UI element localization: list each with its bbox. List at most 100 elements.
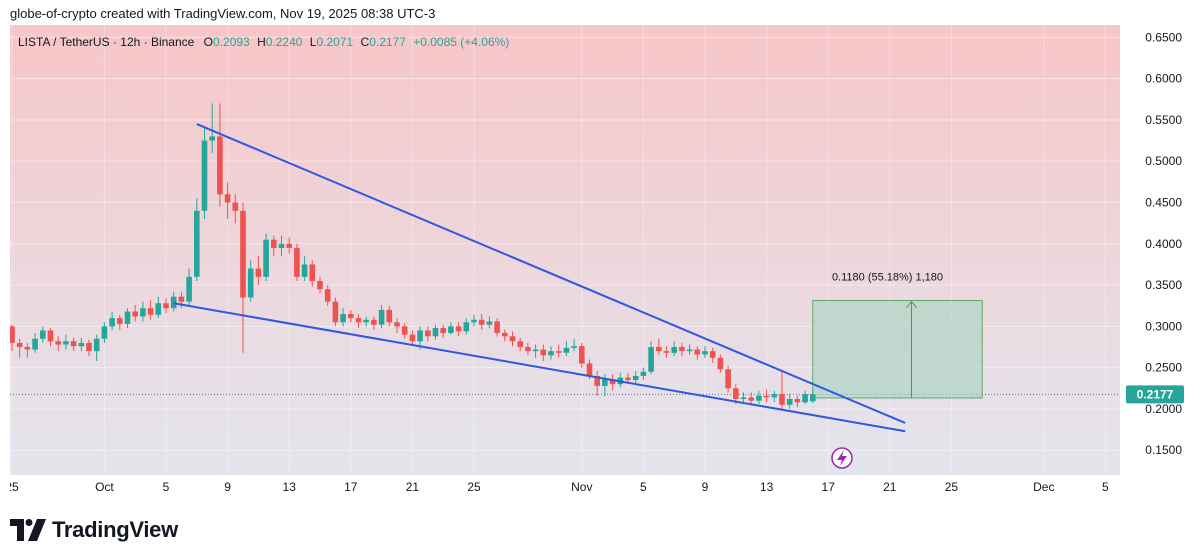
candle-body (194, 210, 200, 277)
candle-body (525, 347, 531, 352)
candle-body (494, 321, 500, 333)
y-tick-label: 0.6000 (1145, 72, 1182, 86)
candle-body (679, 347, 685, 352)
candle-body (455, 326, 462, 332)
x-tick-label: Oct (95, 480, 114, 494)
candle-body (794, 399, 801, 403)
candle-body (463, 322, 470, 332)
candle-body (656, 347, 662, 352)
y-tick-label: 0.2500 (1145, 361, 1182, 375)
candle-body (625, 377, 631, 381)
y-tick-label: 0.5000 (1145, 154, 1182, 168)
candle-body (309, 264, 316, 281)
candle-body (571, 346, 577, 348)
candle-body (40, 330, 46, 339)
lightning-icon[interactable] (831, 447, 853, 469)
y-tick-label: 0.6500 (1145, 30, 1182, 44)
candle-body (278, 243, 285, 248)
candle-body (332, 301, 339, 323)
candle-body (163, 303, 169, 309)
candle-body (779, 394, 785, 405)
legend-high: 0.2240 (266, 35, 303, 49)
legend: LISTA / TetherUS · 12h · Binance O0.2093… (18, 35, 509, 49)
candle-body (348, 313, 354, 319)
candle-body (640, 371, 647, 376)
candle-body (417, 330, 423, 342)
candle-body (9, 326, 15, 343)
candle-body (55, 341, 61, 345)
candle-body (394, 322, 400, 327)
candle-body (117, 318, 123, 324)
time-axis[interactable]: 25 Oct 5 9 13 17 21 25 Nov 5 9 13 17 21 25 Dec 5 (5, 480, 1109, 494)
candle-body (648, 347, 654, 372)
candle-body (263, 239, 269, 277)
y-tick-label: 0.2000 (1145, 402, 1182, 416)
candle-body (16, 342, 23, 348)
last-price-tag: 0.2177 (1126, 385, 1184, 404)
candle-body (548, 351, 554, 356)
candle-body (432, 328, 439, 337)
candle-body (109, 318, 115, 327)
candle-body (632, 375, 639, 381)
candle-body (101, 326, 108, 339)
x-tick-label: 13 (283, 480, 297, 494)
trendlines[interactable] (173, 123, 906, 433)
candle-body (386, 309, 393, 323)
x-tick-label: 25 (945, 480, 959, 494)
candle-body (255, 268, 262, 277)
candle-body (702, 351, 708, 355)
candle-body (609, 379, 616, 385)
candle-body (686, 349, 693, 352)
plot-background (10, 25, 1120, 475)
tradingview-logo[interactable]: TradingView (10, 515, 178, 545)
x-tick-label: 25 (467, 480, 481, 494)
attribution-header: globe-of-crypto created with TradingView… (10, 6, 436, 21)
x-tick-label: 9 (702, 480, 709, 494)
x-tick-label: 21 (406, 480, 420, 494)
candle-body (247, 268, 254, 298)
candle-body (132, 311, 138, 317)
candle-body (478, 319, 485, 325)
candle-body (324, 289, 331, 302)
candle-body (224, 194, 231, 203)
x-tick-label: 9 (224, 480, 231, 494)
candle-body (217, 136, 223, 195)
candle-body (602, 379, 608, 386)
chart-container[interactable]: 0.6500 0.6000 0.5500 0.5000 0.4500 0.4000 0.35… (5, 25, 1190, 498)
trendline (173, 302, 906, 433)
candle-body (140, 308, 146, 317)
candle-body (725, 369, 731, 389)
tradingview-logo-icon (10, 519, 46, 541)
price-axis[interactable]: 0.6500 0.6000 0.5500 0.5000 0.4500 0.4000 0.35… (1145, 30, 1182, 457)
x-tick-label: 17 (344, 480, 358, 494)
axis-background (1120, 25, 1190, 498)
candle-body (555, 351, 562, 353)
candle-body (201, 140, 208, 211)
y-tick-label: 0.4500 (1145, 196, 1182, 210)
candlestick-chart[interactable]: 0.6500 0.6000 0.5500 0.5000 0.4500 0.4000 0.35… (5, 25, 1190, 498)
candle-body (232, 202, 239, 211)
candle-body (47, 330, 54, 342)
last-price-tag-box (1126, 385, 1184, 404)
candle-body (363, 319, 369, 323)
candle-body (63, 341, 69, 345)
legend-high-label: H (257, 35, 266, 49)
candle-body (317, 280, 323, 290)
candle-body (771, 394, 778, 398)
candle-body (763, 395, 770, 398)
candle-body (286, 243, 292, 248)
candle-body (186, 276, 192, 302)
candle-body (563, 347, 570, 353)
candle-body (709, 351, 716, 358)
x-tick-label: 21 (883, 480, 897, 494)
last-price-tag-text: 0.2177 (1137, 387, 1174, 401)
legend-change: +0.0085 (+4.06%) (413, 35, 509, 49)
candle-body (70, 341, 77, 347)
y-tick-label: 0.3500 (1145, 278, 1182, 292)
measure-label: 0.1180 (55.18%) 1,180 (832, 272, 943, 284)
price-range-measure[interactable] (812, 300, 983, 399)
y-tick-label: 0.5500 (1145, 113, 1182, 127)
x-tick-label: 17 (822, 480, 836, 494)
y-tick-label: 0.4000 (1145, 237, 1182, 251)
candle-body (586, 363, 593, 376)
